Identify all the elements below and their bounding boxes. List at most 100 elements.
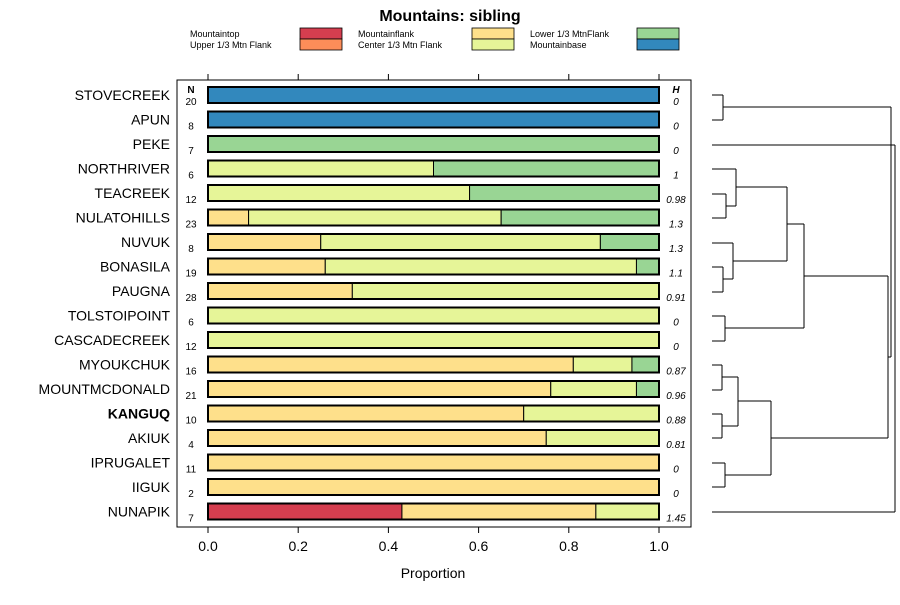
h-value: 0.91 — [666, 293, 685, 304]
n-value: 7 — [188, 146, 194, 157]
bar-segment — [207, 282, 353, 300]
category-label: AKIUK — [128, 430, 171, 446]
h-value: 0.96 — [666, 391, 686, 402]
bar-segment — [635, 258, 660, 275]
bar-segment — [207, 405, 525, 422]
bar-row — [207, 380, 660, 398]
n-value: 20 — [185, 97, 197, 108]
bar-segment — [500, 209, 660, 226]
h-value: 0 — [673, 342, 679, 353]
n-value: 8 — [188, 122, 194, 133]
h-value: 1.3 — [669, 244, 683, 255]
h-value: 0 — [673, 465, 679, 476]
bar-row — [207, 86, 660, 104]
n-value: 21 — [185, 391, 197, 402]
h-values: 0 0 0 1 0.98 1.3 1.3 1.1 0.91 0 0 0.87 0.96 0.88 0.81 0… — [666, 97, 686, 525]
h-value: 1.45 — [666, 514, 686, 525]
bar-row — [207, 453, 660, 472]
category-label: MOUNTMCDONALD — [39, 381, 170, 397]
bar-row — [207, 404, 660, 423]
x-tick-label: 1.0 — [649, 538, 669, 554]
bar-segment — [433, 160, 660, 177]
bar-outline — [207, 184, 660, 202]
dendrogram — [712, 94, 896, 513]
bar-outline — [207, 282, 660, 300]
legend-swatch — [299, 27, 343, 40]
bar-row — [207, 478, 660, 496]
h-value: 0 — [673, 489, 679, 500]
legend-label: Mountainbase — [530, 40, 587, 50]
bar-outline — [207, 306, 660, 325]
bar-outline — [207, 502, 660, 521]
x-tick-label: 0.2 — [288, 538, 308, 554]
h-value: 0 — [673, 97, 679, 108]
bar-segment — [550, 380, 637, 398]
legend-swatch — [299, 38, 343, 51]
bar-outline — [207, 159, 660, 178]
legend-label: Mountainflank — [358, 29, 415, 39]
bar-row — [207, 331, 660, 349]
bar-segment — [248, 209, 502, 226]
chart-title: Mountains: sibling — [379, 8, 520, 25]
dendrogram-lines — [712, 94, 896, 513]
category-label: IPRUGALET — [91, 455, 171, 471]
plot-frame — [176, 79, 692, 528]
bar-row — [207, 502, 660, 521]
n-value: 4 — [188, 440, 194, 451]
n-value: 12 — [185, 342, 197, 353]
bar-segment — [207, 429, 547, 447]
category-label: APUN — [131, 112, 170, 128]
category-label: NORTHRIVER — [78, 161, 170, 177]
bar-segment — [207, 160, 434, 177]
category-labels: STOVECREEK APUN PEKE NORTHRIVER TEACREEK NULA… — [39, 87, 171, 520]
category-label: KANGUQ — [108, 406, 170, 422]
legend-swatch — [471, 38, 515, 51]
category-label: BONASILA — [100, 259, 171, 275]
category-label: PAUGNA — [112, 283, 171, 299]
bar-row — [207, 233, 660, 251]
bar-segment — [545, 429, 660, 447]
h-value: 0 — [673, 146, 679, 157]
bar-segment — [207, 454, 660, 471]
bar-segment — [631, 356, 660, 373]
bar-outline — [207, 478, 660, 496]
bar-segment — [324, 258, 637, 275]
bar-segment — [207, 503, 403, 520]
bar-segment — [351, 282, 660, 300]
bar-outline — [207, 429, 660, 447]
h-value: 1.3 — [669, 220, 683, 231]
bar-segment — [469, 184, 660, 202]
bar-outline — [207, 453, 660, 472]
legend-label: Mountaintop — [190, 29, 240, 39]
bar-row — [207, 282, 660, 300]
x-tick-label: 0.0 — [198, 538, 218, 554]
h-header: H — [672, 85, 680, 96]
h-value: 0 — [673, 318, 679, 329]
bar-segment — [207, 307, 660, 324]
bar-row — [207, 355, 660, 374]
n-value: 7 — [188, 514, 194, 525]
n-value: 28 — [185, 293, 197, 304]
bar-segment — [207, 111, 660, 128]
x-tick-label: 0.8 — [559, 538, 579, 554]
n-value: 8 — [188, 244, 194, 255]
bar-outline — [207, 355, 660, 374]
bar-outline — [207, 135, 660, 153]
bar-outline — [207, 331, 660, 349]
bar-outline — [207, 208, 660, 227]
bar-outline — [207, 233, 660, 251]
bar-segment — [207, 135, 660, 153]
x-tick-label: 0.6 — [469, 538, 489, 554]
category-label: NUNAPIK — [108, 504, 171, 520]
n-header: N — [187, 85, 194, 96]
n-value: 23 — [185, 220, 197, 231]
bar-segment — [523, 405, 660, 422]
bar-row — [207, 110, 660, 129]
bar-segment — [207, 86, 660, 104]
bars-group — [207, 86, 660, 521]
x-axis-label: Proportion — [401, 565, 466, 581]
h-value: 1 — [673, 171, 679, 182]
legend-label: Center 1/3 Mtn Flank — [358, 40, 443, 50]
bar-segment — [207, 478, 660, 496]
